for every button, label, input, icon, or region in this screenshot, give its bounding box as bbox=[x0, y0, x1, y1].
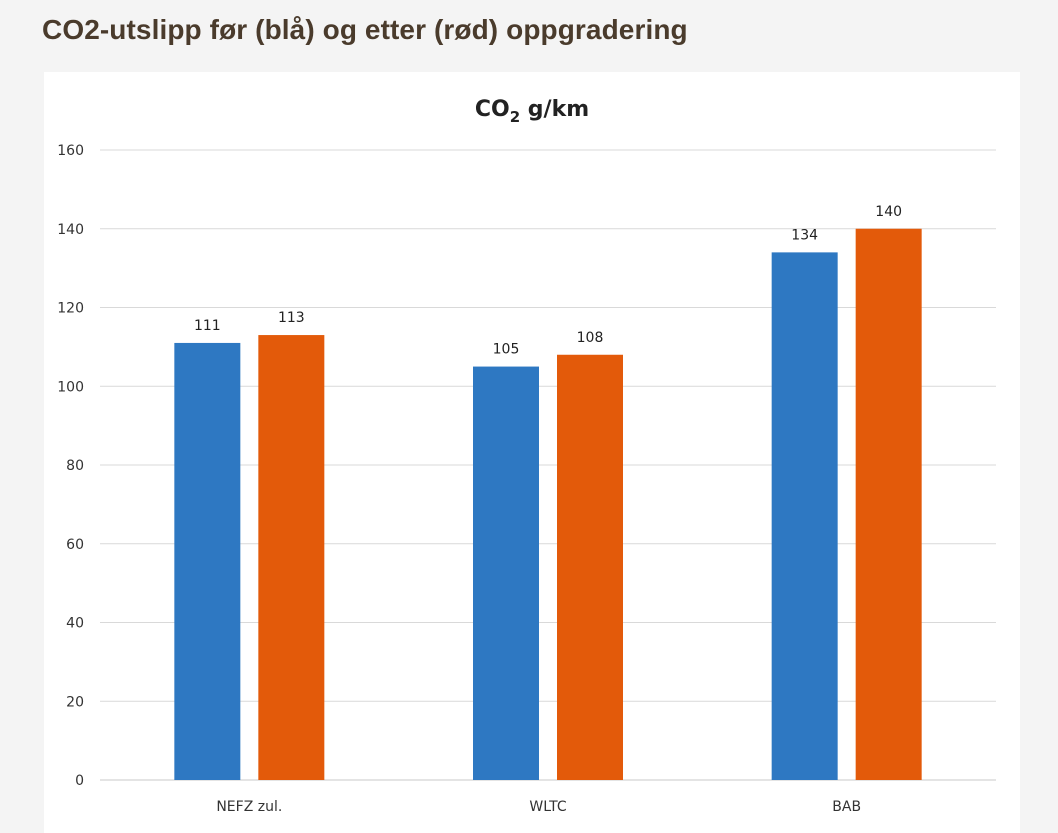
category-label: BAB bbox=[832, 799, 861, 815]
page-heading: CO2-utslipp før (blå) og etter (rød) opp… bbox=[42, 14, 688, 45]
bar bbox=[557, 354, 623, 780]
bars bbox=[174, 228, 922, 780]
category-label: NEFZ zul. bbox=[216, 799, 282, 815]
data-labels: 111 113 105 108 134 140 bbox=[194, 204, 902, 358]
bar bbox=[174, 342, 241, 780]
gridlines bbox=[100, 149, 996, 781]
x-axis-categories: NEFZ zul. WLTC BAB bbox=[216, 799, 861, 815]
y-tick-label: 0 bbox=[75, 773, 84, 789]
bar-value-label: 113 bbox=[278, 310, 305, 326]
y-tick-label: 60 bbox=[66, 537, 84, 553]
bar bbox=[473, 366, 539, 780]
y-tick-label: 40 bbox=[66, 616, 84, 632]
bar-chart: CO2 g/km 0 20 40 60 80 100 120 140 160 111 113 105… bbox=[57, 97, 996, 815]
bar bbox=[258, 335, 325, 780]
y-tick-label: 120 bbox=[57, 301, 84, 317]
chart-title-suffix: g/km bbox=[520, 97, 589, 122]
bar-value-label: 134 bbox=[791, 227, 818, 243]
bar-value-label: 140 bbox=[875, 204, 902, 220]
bar-value-label: 111 bbox=[194, 318, 221, 334]
chart-title-main: CO bbox=[475, 97, 510, 122]
y-tick-label: 80 bbox=[66, 458, 84, 474]
y-tick-label: 100 bbox=[57, 379, 84, 395]
y-tick-label: 20 bbox=[66, 694, 84, 710]
bar bbox=[771, 252, 838, 780]
chart-title: CO2 g/km bbox=[475, 97, 589, 126]
category-label: WLTC bbox=[529, 799, 566, 815]
y-axis-ticks: 0 20 40 60 80 100 120 140 160 bbox=[57, 143, 84, 789]
bar bbox=[855, 228, 922, 780]
chart-card: CO2 g/km 0 20 40 60 80 100 120 140 160 111 113 105… bbox=[44, 72, 1020, 833]
bar-value-label: 105 bbox=[493, 342, 520, 358]
y-tick-label: 160 bbox=[57, 143, 84, 159]
chart-title-subscript: 2 bbox=[510, 108, 520, 126]
y-tick-label: 140 bbox=[57, 222, 84, 238]
bar-value-label: 108 bbox=[577, 330, 604, 346]
